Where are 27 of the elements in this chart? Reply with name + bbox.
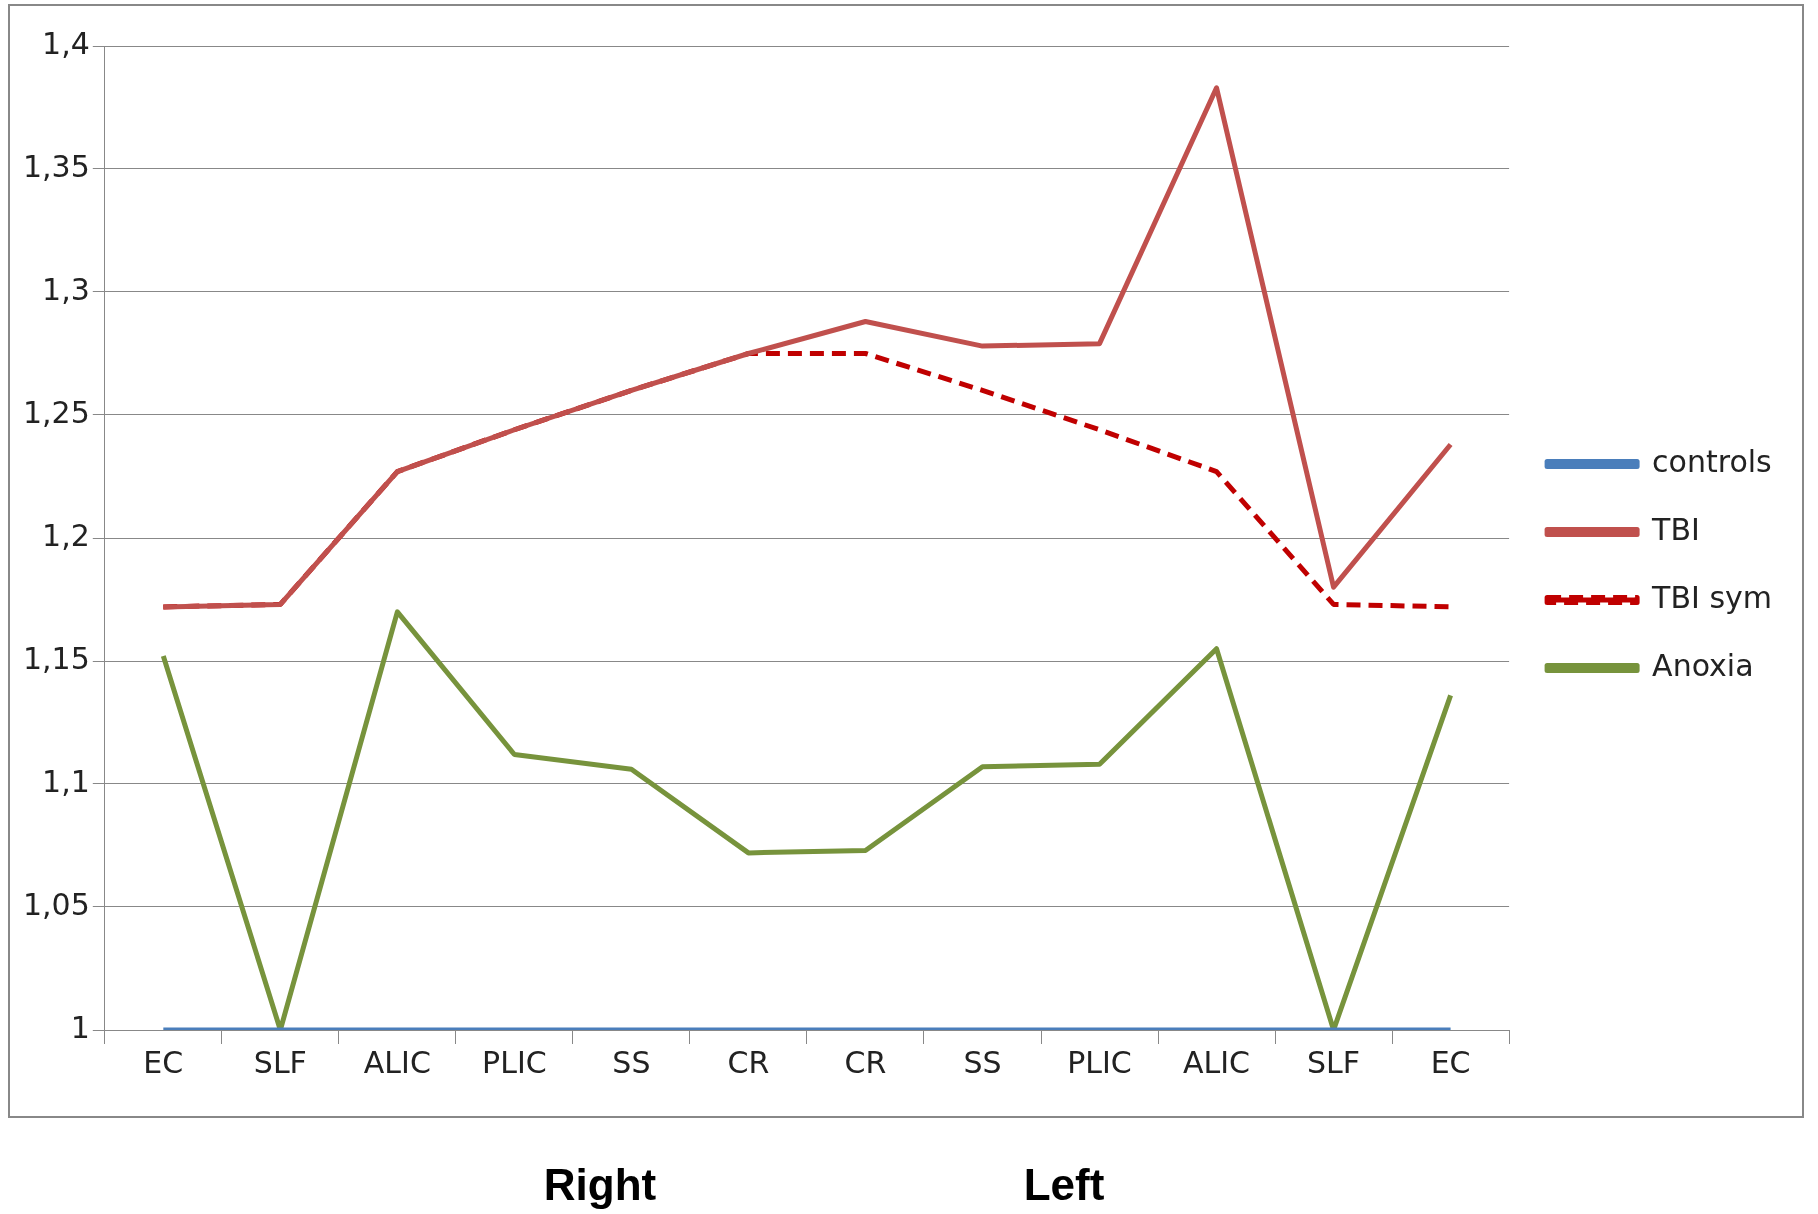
x-tick-label: SLF bbox=[1307, 1044, 1361, 1080]
x-tick-label: SS bbox=[612, 1044, 651, 1080]
x-tick-label: SLF bbox=[253, 1044, 307, 1080]
x-tick-label: PLIC bbox=[1067, 1044, 1132, 1080]
x-tick-label: EC bbox=[143, 1044, 184, 1080]
x-tick-label: ALIC bbox=[1183, 1044, 1251, 1080]
y-tick-label: 1,3 bbox=[42, 271, 90, 307]
x-tick-label: CR bbox=[727, 1044, 770, 1080]
y-tick-label: 1,4 bbox=[42, 25, 90, 61]
x-tick-label: PLIC bbox=[482, 1044, 547, 1080]
y-tick-label: 1,15 bbox=[23, 640, 90, 676]
y-tick-label: 1 bbox=[70, 1009, 90, 1045]
legend-label: controls bbox=[1652, 443, 1772, 479]
y-tick-label: 1,25 bbox=[23, 394, 90, 430]
x-tick-label: SS bbox=[963, 1044, 1002, 1080]
x-tick-label: EC bbox=[1430, 1044, 1471, 1080]
legend-label: Anoxia bbox=[1652, 647, 1754, 683]
y-tick-label: 1,1 bbox=[42, 763, 90, 799]
text: Left bbox=[1023, 1160, 1105, 1210]
legend-label: TBI bbox=[1651, 511, 1700, 547]
y-tick-label: 1,2 bbox=[42, 517, 90, 553]
x-tick-label: ALIC bbox=[363, 1044, 431, 1080]
text: Right bbox=[543, 1160, 657, 1210]
x-tick-label: CR bbox=[844, 1044, 887, 1080]
y-tick-label: 1,05 bbox=[23, 886, 90, 922]
legend-label: TBI sym bbox=[1651, 579, 1773, 615]
y-tick-label: 1,35 bbox=[23, 148, 90, 184]
